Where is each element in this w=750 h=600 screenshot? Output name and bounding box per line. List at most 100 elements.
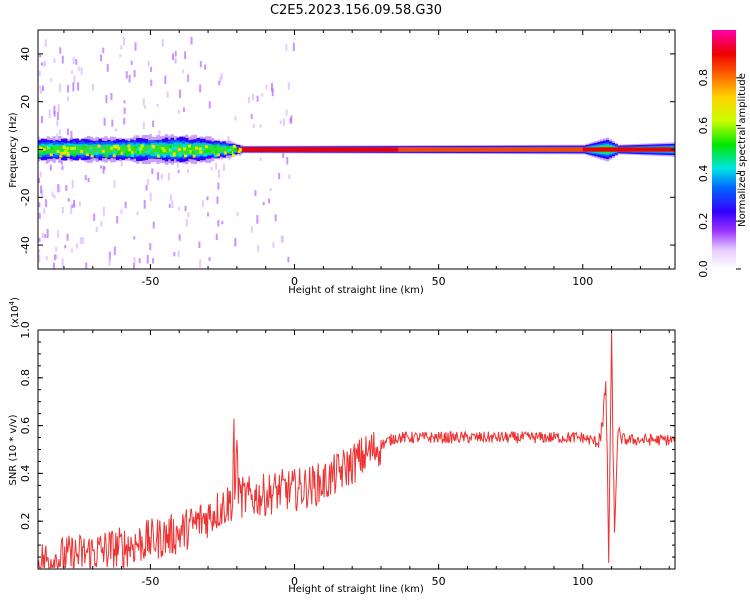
spectrogram-noise-cell <box>252 123 255 129</box>
spectrogram-band-layer-4 <box>87 145 91 154</box>
spectrogram-noise-cell <box>58 129 61 135</box>
snr-y-axis-label: SNR (10 * v/v) <box>8 414 19 485</box>
spectrogram-core-cell <box>600 147 604 152</box>
spectrogram-band-layer-4 <box>75 145 79 154</box>
spectrogram-noise-cell <box>91 84 94 91</box>
spectrogram-noise-cell <box>178 234 181 241</box>
spectrogram-noise-cell <box>257 245 260 252</box>
spectrogram-speckle <box>60 151 64 155</box>
spectrogram-core-cell <box>666 147 670 152</box>
spectrogram-noise-cell <box>39 85 42 90</box>
spectrogram-core-cell <box>481 147 486 152</box>
spectrogram-noise-cell <box>270 82 273 92</box>
spectrogram-core-cell <box>545 147 549 152</box>
spectrogram-noise-cell <box>187 74 190 83</box>
spectrogram-core-cell <box>254 147 258 152</box>
spectrogram-noise-cell <box>254 190 257 196</box>
spectrogram-noise-cell <box>43 208 46 215</box>
spectrogram-band-layer-4 <box>98 145 102 154</box>
spectrogram-noise-cell <box>53 195 56 199</box>
spectrogram-noise-cell <box>166 91 169 98</box>
spectrogram-noise-cell <box>102 47 105 54</box>
colorbar-ticks: 0.0 0.2 0.4 0.6 0.8 <box>697 69 741 278</box>
spectrogram-speckle <box>231 153 235 157</box>
spectrogram-speckle <box>214 154 218 158</box>
spectrogram-core-cell <box>277 147 281 152</box>
spectrogram-noise-cell <box>124 201 127 209</box>
spectrogram-speckle <box>43 150 47 154</box>
spectrogram-band-layer-4 <box>107 145 111 154</box>
spectrogram-core-cell <box>470 147 474 152</box>
spectrogram-noise-cell <box>216 196 219 204</box>
spectrogram-core-cell <box>646 147 650 152</box>
spectrogram-core-cell <box>548 147 552 152</box>
spectrogram-band-layer-4 <box>190 145 195 154</box>
snr-x-tick-label: 50 <box>432 575 446 588</box>
spectrogram-core-cell <box>427 147 431 152</box>
spectrogram-core-cell <box>268 147 272 152</box>
spectrogram-core-cell <box>516 147 520 152</box>
spectrogram-band-layer-4 <box>216 146 221 153</box>
spectrogram-noise-cell <box>279 120 282 124</box>
spectrogram-speckle <box>125 153 129 157</box>
spectrogram-noise-cell <box>39 89 42 94</box>
spectrogram-noise-cell <box>158 130 161 140</box>
spectrogram-core-cell <box>320 147 324 152</box>
snr-panel: -50 0 50 100 0.2 0.4 0.6 0.8 1.0 Height of strai… <box>8 297 676 595</box>
spectrogram-noise-cell <box>147 61 150 67</box>
spectrogram-core-cell <box>643 147 647 152</box>
spectrogram-band-layer-4 <box>55 146 59 153</box>
spectrogram-speckle <box>38 154 42 158</box>
spectrogram-noise-cell <box>151 168 154 175</box>
spectrogram-speckle <box>201 147 205 151</box>
spectrogram-noise-cell <box>53 254 56 261</box>
spectrogram-noise-cell <box>149 192 152 202</box>
snr-plot-area <box>38 331 675 569</box>
spectrogram-noise-cell <box>103 117 106 126</box>
spectrogram-band-layer-4 <box>52 145 56 154</box>
spectrogram-speckle <box>134 145 138 149</box>
spectrogram-core-cell <box>438 147 443 152</box>
spectrogram-core-cell <box>565 147 569 152</box>
spectrogram-core-cell <box>259 147 264 152</box>
spectrogram-speckle <box>136 147 140 151</box>
colorbar-tick-label: 0.8 <box>697 69 710 87</box>
spectrogram-noise-cell <box>287 256 290 263</box>
spectrogram-core-cell <box>507 147 512 152</box>
spectrogram-core-cell <box>381 147 385 152</box>
spectrogram-core-cell <box>343 147 347 152</box>
spectrogram-band-layer-4 <box>118 145 123 154</box>
spectrogram-speckle <box>62 151 66 155</box>
spectrogram-noise-cell <box>157 172 160 181</box>
spectrogram-noise-cell <box>113 246 116 256</box>
spectrogram-band-layer-4 <box>210 146 215 153</box>
spectrogram-band-layer-4 <box>213 146 218 153</box>
spectrogram-noise-cell <box>57 230 60 238</box>
spectrogram-noise-cell <box>55 247 58 252</box>
spectrogram-noise-cell <box>186 169 189 174</box>
spectrogram-band-layer-4 <box>78 146 82 153</box>
spectrogram-core-cell <box>378 147 382 152</box>
spectrogram-noise-cell <box>123 100 126 104</box>
spectrogram-speckle <box>117 147 121 151</box>
spectrogram-speckle <box>223 151 227 155</box>
spectrogram-noise-cell <box>271 88 274 97</box>
spectrogram-speckle <box>203 153 207 157</box>
spectrogram-core-cell <box>602 147 607 152</box>
spectrogram-noise-cell <box>289 118 292 124</box>
spectrogram-noise-cell <box>184 51 187 59</box>
spectrogram-core-cell <box>274 147 278 152</box>
spectrogram-speckle <box>168 144 172 148</box>
spectrogram-core-cell <box>430 147 434 152</box>
spectrogram-noise-cell <box>42 85 45 92</box>
spectrogram-core-cell <box>568 147 572 152</box>
spectrogram-speckle <box>156 154 160 158</box>
spectrogram-speckle <box>204 150 208 154</box>
spectrogram-noise-cell <box>108 251 111 261</box>
spectrogram-noise-cell <box>80 67 83 75</box>
spectrogram-noise-cell <box>167 172 170 181</box>
spectrogram-core-cell <box>519 147 523 152</box>
spectrogram-noise-cell <box>187 212 190 218</box>
spectrogram-noise-cell <box>220 72 223 80</box>
spectrogram-noise-cell <box>133 134 136 139</box>
